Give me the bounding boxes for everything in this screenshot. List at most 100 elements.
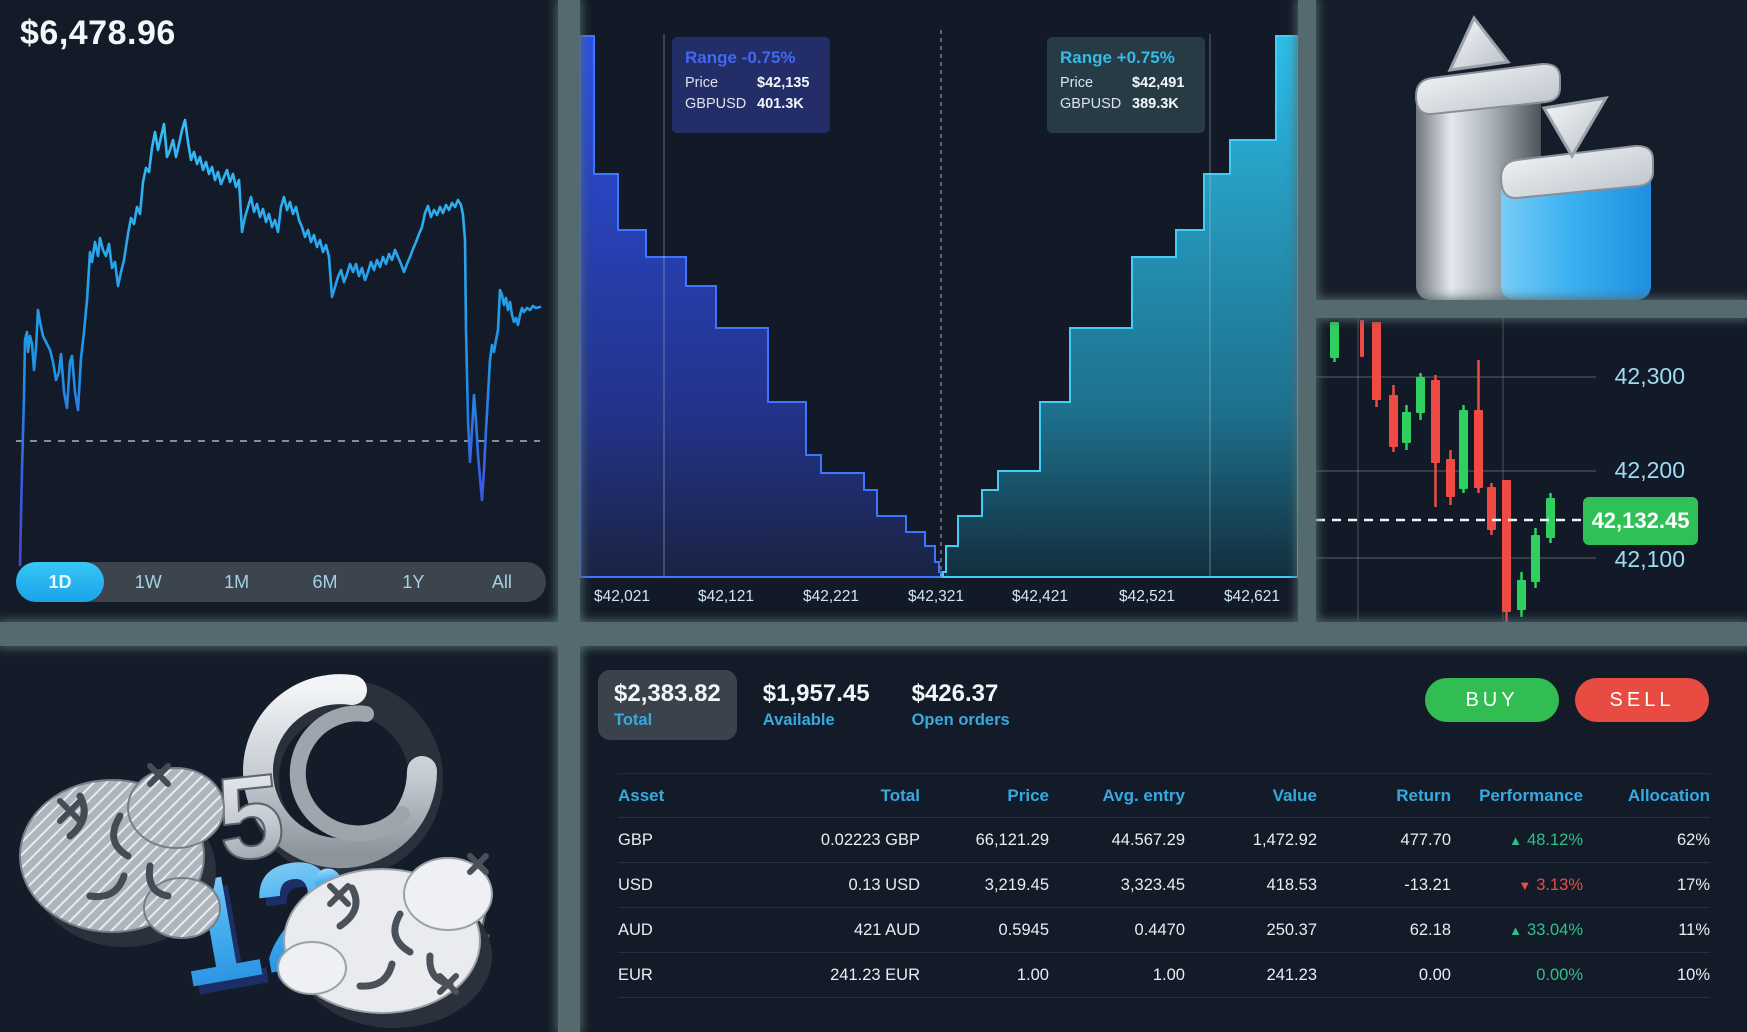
candle-body-down: [1446, 459, 1455, 497]
table-cell: 418.53: [1266, 875, 1317, 894]
candle-body-down: [1474, 410, 1483, 488]
table-cell: 1.00: [1016, 965, 1049, 984]
depth-axis-label: $42,621: [1223, 588, 1281, 605]
current-price-badge: 42,132.45: [1583, 497, 1698, 545]
candle-body-up: [1531, 535, 1540, 582]
stat-available: $1,957.45 Available: [763, 670, 870, 740]
range-pill-6m[interactable]: 6M: [312, 571, 338, 592]
stat-label: Total: [614, 711, 653, 729]
column-header-price: Price: [1007, 785, 1049, 805]
tooltip-label: Price: [1060, 75, 1094, 91]
table-cell: 241.23: [1266, 965, 1317, 984]
table-cell: EUR: [618, 965, 653, 984]
depth-axis-label: $42,021: [593, 588, 651, 605]
balance-amount: $6,478.96: [20, 14, 176, 52]
range-pill-1w[interactable]: 1W: [134, 571, 162, 592]
table-cell: 241.23 EUR: [830, 965, 920, 984]
table-cell: 3,219.45: [984, 875, 1049, 894]
table-cell: 0.13 USD: [848, 875, 920, 894]
depth-axis-label: $42,221: [802, 588, 860, 605]
tooltip-value: $42,491: [1132, 75, 1185, 91]
table-cell: -13.21: [1404, 875, 1451, 894]
performance-cell: ▲ 33.04%: [1509, 920, 1583, 939]
stat-total: $2,383.82 Total: [598, 670, 737, 740]
tooltip-label: GBPUSD: [685, 96, 747, 112]
table-cell: 250.37: [1266, 920, 1317, 939]
candle-body-up: [1546, 498, 1555, 538]
range-pill-1y[interactable]: 1Y: [402, 571, 425, 592]
numbers-3d-illustration: 5 12 12 4: [19, 674, 502, 1028]
depth-chart-panel: Range -0.75% Price $42,135 GBPUSD 401.3K R…: [580, 0, 1298, 622]
table-cell: 421 AUD: [853, 920, 920, 939]
buy-button[interactable]: BUY: [1425, 678, 1559, 722]
column-header-allocation: Allocation: [1627, 785, 1710, 805]
table-row-eur[interactable]: EUR 241.23 EUR 1.00 1.00 241.23 0.00 0.00% 10%: [618, 953, 1710, 998]
price-axis-label: 42,300: [1614, 363, 1685, 389]
performance-cell: ▲ 48.12%: [1509, 830, 1583, 849]
candle-body-up: [1416, 377, 1425, 413]
candle-body-down: [1502, 480, 1511, 612]
stat-open-orders: $426.37 Open orders: [912, 670, 1010, 740]
allocation-cell: 62%: [1676, 830, 1710, 849]
vertical-divider-right: [1298, 0, 1316, 622]
vertical-divider-left: [558, 0, 580, 1032]
bars-3d-illustration-panel: [1316, 0, 1747, 300]
ring-3d: [243, 674, 443, 878]
candlestick-chart: [1316, 318, 1596, 622]
depth-chart: [580, 30, 1298, 578]
stat-value: $1,957.45: [762, 680, 870, 707]
candle-body-up: [1330, 322, 1339, 358]
table-cell: 0.4470: [1134, 920, 1185, 939]
column-header-return: Return: [1396, 785, 1451, 805]
cloud-left: [19, 763, 225, 947]
range-pill-1m[interactable]: 1M: [224, 571, 250, 592]
table-cell: AUD: [618, 920, 653, 939]
numbers-3d-illustration-panel: 5 12 12 4: [0, 646, 558, 1032]
range-pill-1d[interactable]: 1D: [16, 562, 104, 602]
candle-body-down: [1360, 320, 1364, 357]
allocation-cell: 11%: [1678, 920, 1710, 939]
time-range-selector: 1D 1W 1M 6M 1Y All: [16, 562, 546, 602]
price-axis-label: 42,100: [1614, 546, 1685, 572]
table-cell: 1.00: [1152, 965, 1185, 984]
depth-axis-label: $42,421: [1011, 588, 1069, 605]
depth-axis-label: $42,521: [1118, 588, 1176, 605]
portfolio-panel: $2,383.82 Total $1,957.45 Available $426.37 O…: [580, 646, 1747, 1032]
candle-body-up: [1459, 410, 1468, 489]
tooltip-title: Range -0.75%: [685, 48, 796, 67]
table-cell: 3,323.45: [1120, 875, 1185, 894]
tooltip-title: Range +0.75%: [1060, 48, 1175, 67]
table-cell: GBP: [618, 830, 653, 849]
bids-area: [580, 35, 942, 578]
table-row-gbp[interactable]: GBP 0.02223 GBP 66,121.29 44.567.29 1,472.92…: [618, 818, 1710, 863]
sell-button[interactable]: SELL: [1575, 678, 1709, 722]
table-cell: 0.02223 GBP: [820, 830, 920, 849]
column-header-value: Value: [1272, 785, 1317, 805]
table-cell: 477.70: [1400, 830, 1451, 849]
table-cell: 66,121.29: [975, 830, 1049, 849]
table-header-row: Asset Total Price Avg. entry Value Return Perf…: [618, 773, 1710, 818]
performance-cell: ▼ 3.13%: [1518, 875, 1583, 894]
table-row-usd[interactable]: USD 0.13 USD 3,219.45 3,323.45 418.53 -13.21 ▼…: [618, 863, 1710, 908]
column-header-avg-entry: Avg. entry: [1102, 785, 1185, 805]
depth-tooltip-plus: Range +0.75% Price $42,491 GBPUSD 389.3K: [1047, 37, 1205, 133]
triangle-down-3d: [1541, 96, 1609, 159]
depth-axis-label: $42,321: [907, 588, 965, 605]
table-row-aud[interactable]: AUD 421 AUD 0.5945 0.4470 250.37 62.18 ▲ 33.04%…: [618, 908, 1710, 953]
triangle-down-icon: ▼: [1518, 877, 1532, 893]
range-pill-all[interactable]: All: [491, 571, 512, 592]
price-axis-label: 42,200: [1614, 457, 1685, 483]
triangle-up-icon: ▲: [1509, 832, 1523, 848]
depth-tooltip-minus: Range -0.75% Price $42,135 GBPUSD 401.3K: [672, 37, 830, 133]
triangle-up-3d: [1447, 15, 1511, 72]
number-5: 5: [211, 749, 290, 887]
tooltip-value: 401.3K: [757, 96, 804, 112]
cloud-right: [277, 853, 493, 1028]
candle-body-down: [1431, 380, 1440, 463]
asks-area: [942, 35, 1298, 578]
stat-label: Available: [762, 711, 835, 729]
allocation-cell: 17%: [1676, 875, 1710, 894]
table-cell: 1,472.92: [1252, 830, 1317, 849]
balance-panel: $6,478.96 1D 1W 1M 6M 1Y All: [0, 0, 558, 622]
